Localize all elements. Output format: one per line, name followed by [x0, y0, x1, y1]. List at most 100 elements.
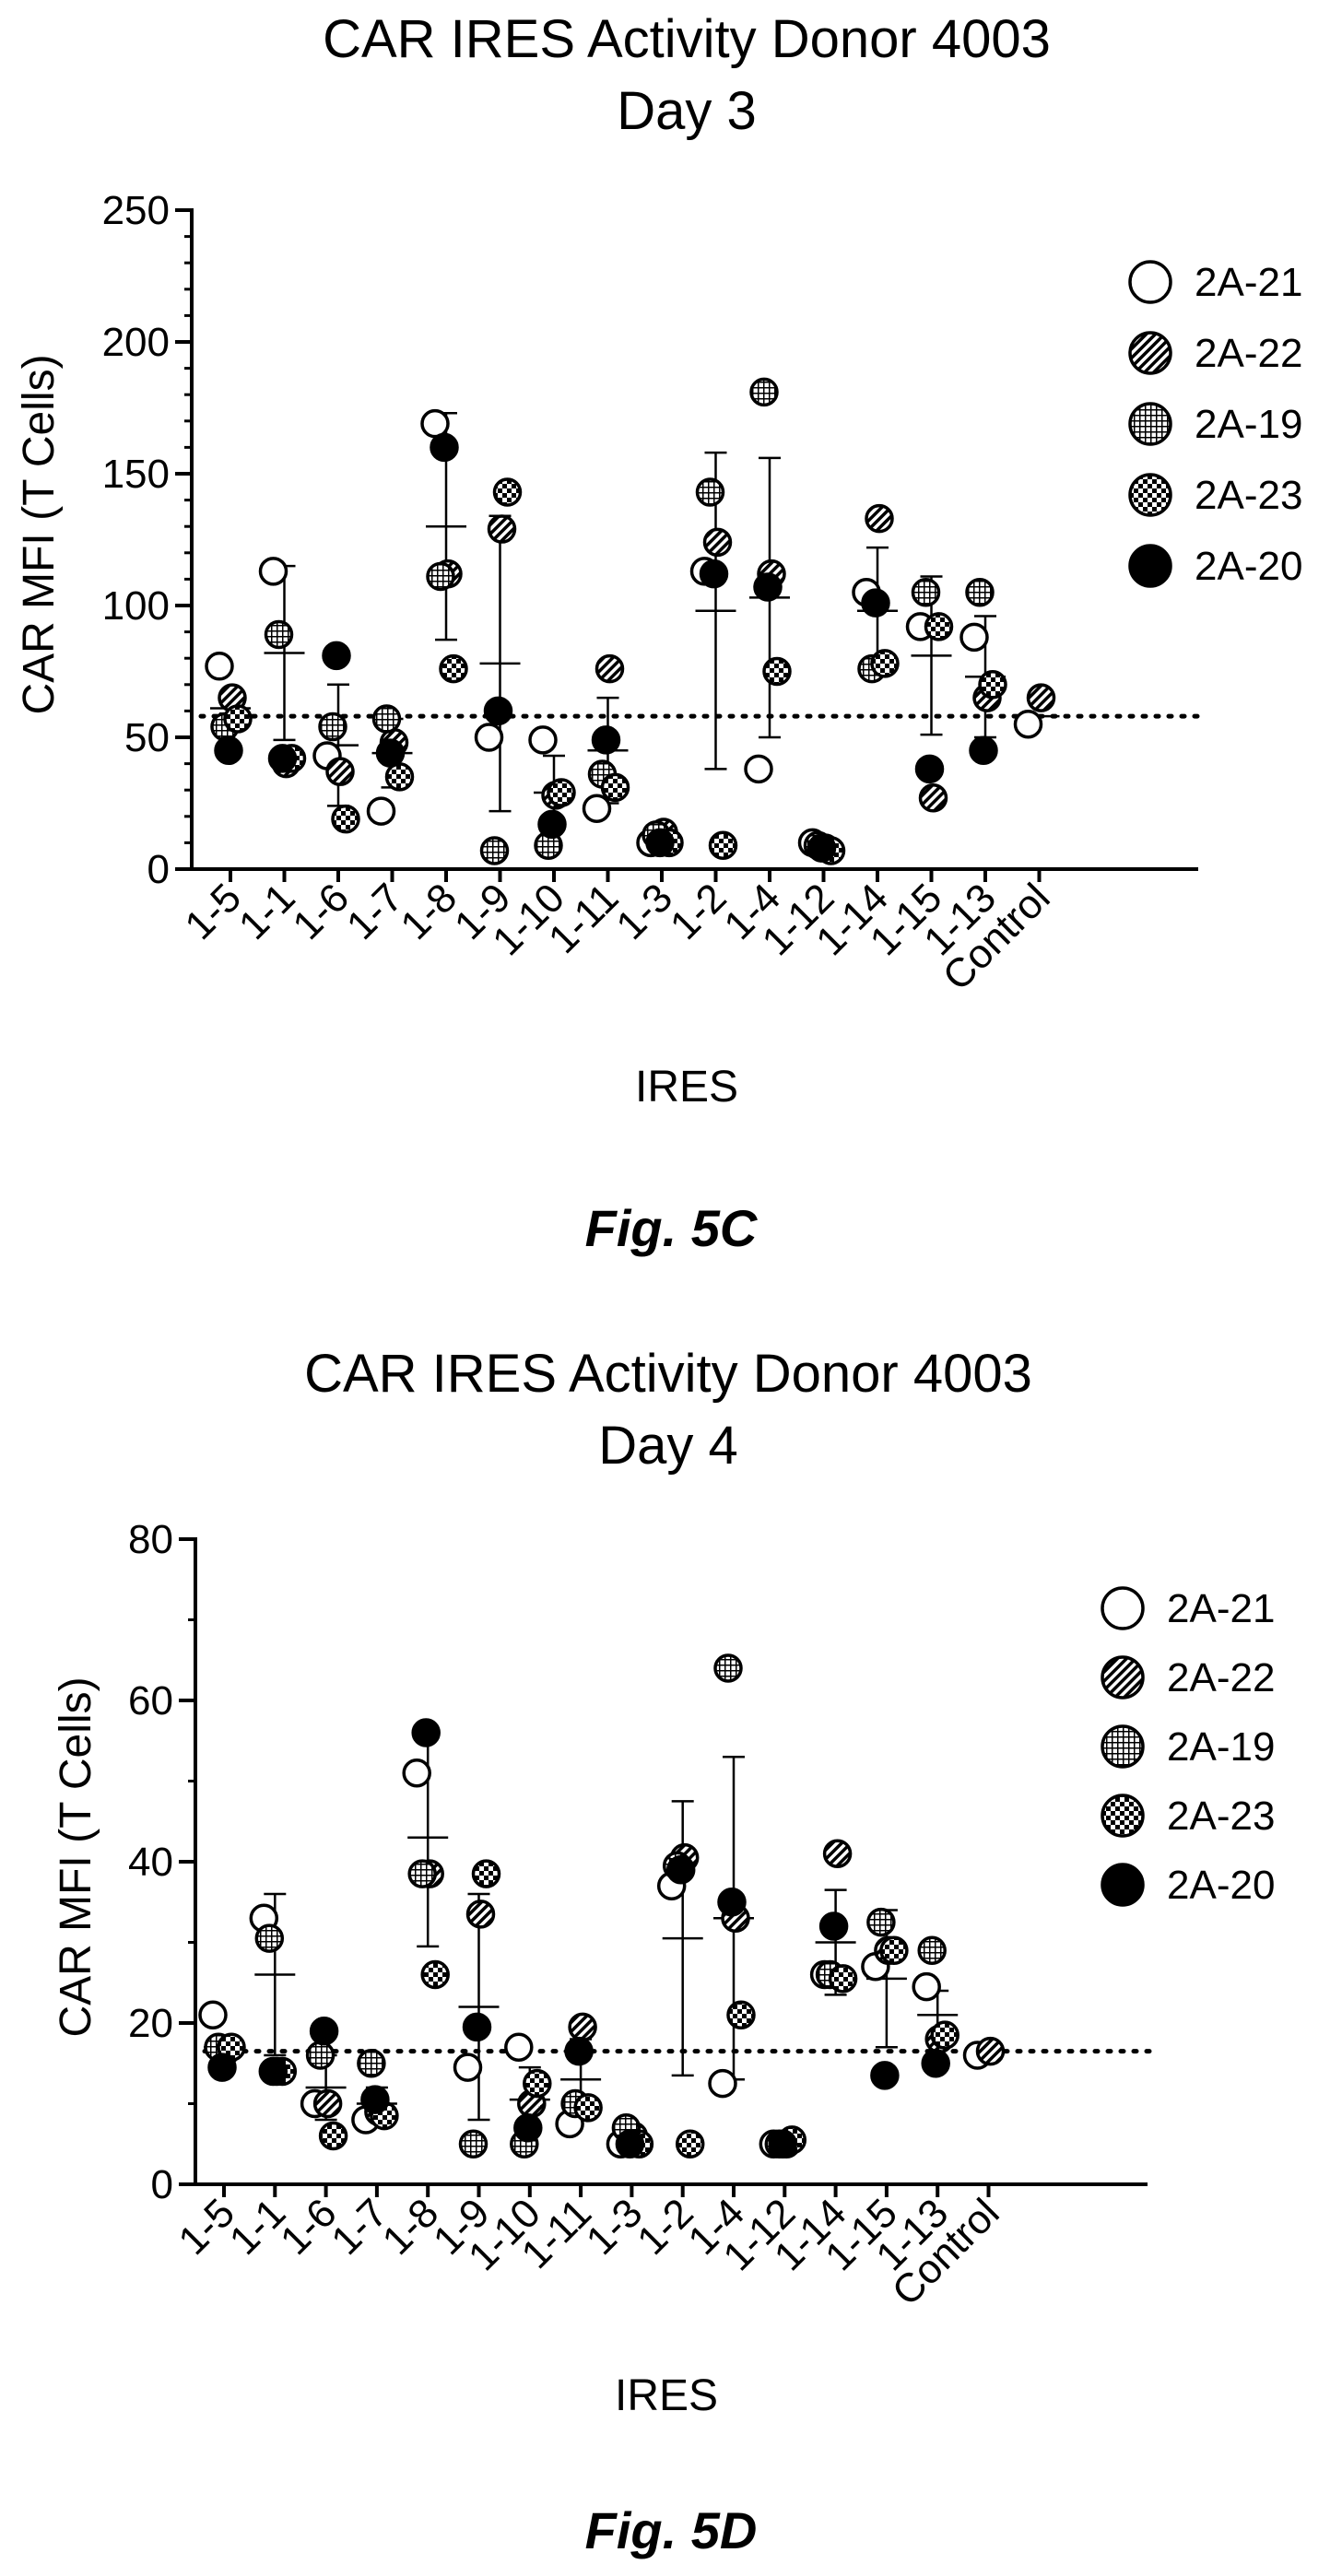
data-point [861, 588, 890, 618]
data-point [513, 2113, 543, 2143]
legend-entry: 2A-21 [1128, 260, 1302, 305]
data-point [223, 704, 253, 734]
legend-marker [1128, 544, 1172, 588]
data-point [675, 2129, 705, 2158]
data-point [965, 577, 995, 607]
data-point [426, 561, 455, 592]
legend-label: 2A-22 [1167, 1655, 1275, 1700]
data-point [479, 836, 510, 865]
data-point [924, 612, 954, 641]
legend-marker [1128, 331, 1172, 375]
y-tick-label: 0 [151, 2162, 173, 2207]
y-tick-label: 50 [124, 715, 170, 760]
legend-marker [1101, 1586, 1145, 1630]
data-point [207, 2053, 237, 2082]
error-bar [458, 1892, 500, 2122]
data-point [420, 1959, 450, 1990]
y-axis-label: CAR MFI (T Cells) [15, 354, 64, 714]
legend-entry: 2A-19 [1128, 402, 1302, 447]
legend-marker [1101, 1724, 1145, 1769]
legend-label: 2A-22 [1195, 331, 1302, 376]
error-bar [662, 1800, 703, 2077]
legend-marker [1128, 260, 1172, 304]
data-point [762, 656, 792, 687]
y-tick-label: 40 [128, 1840, 173, 1885]
data-point [318, 712, 347, 742]
data-point [357, 2049, 386, 2078]
data-point [912, 1971, 941, 2002]
data-point [591, 725, 621, 755]
data-point [465, 1900, 496, 1929]
legend-entry: 2A-22 [1128, 331, 1302, 376]
data-point [492, 477, 523, 507]
data-point [870, 2061, 900, 2090]
y-tick-label: 200 [102, 320, 170, 365]
legend-marker [1101, 1863, 1145, 1907]
data-point [768, 2129, 798, 2158]
legend-entry: 2A-20 [1101, 1863, 1275, 1908]
data-point [360, 2085, 390, 2114]
data-point [930, 2020, 959, 2050]
data-point [615, 2129, 645, 2158]
plot-area [198, 377, 1206, 865]
data-point [504, 2032, 534, 2062]
data-point [870, 649, 900, 678]
legend-label: 2A-21 [1167, 1586, 1275, 1631]
x-axis-label: IRES [615, 2371, 718, 2420]
error-bar [264, 564, 305, 742]
data-point [407, 1859, 437, 1888]
data-point [744, 754, 773, 784]
data-point [702, 527, 733, 558]
data-point [439, 653, 468, 684]
chart-subtitle: Day 3 [617, 81, 757, 141]
data-point [959, 622, 989, 653]
data-point [258, 557, 288, 586]
data-point [822, 1839, 853, 1868]
legend-entry: 2A-22 [1101, 1655, 1275, 1700]
data-point [402, 1759, 431, 1788]
data-point [411, 1718, 441, 1747]
data-point [264, 619, 294, 650]
data-point [564, 2036, 594, 2066]
axes: 0501001502002501-51-11-61-71-81-91-101-1… [102, 188, 1198, 999]
data-point [865, 503, 894, 534]
legend-label: 2A-23 [1167, 1794, 1275, 1839]
data-point [806, 833, 837, 863]
data-point [198, 2000, 228, 2029]
data-point [487, 514, 517, 544]
data-point [818, 1911, 849, 1941]
data-point [918, 783, 948, 813]
data-point [258, 2056, 288, 2087]
data-point [547, 778, 576, 807]
data-point [458, 2129, 489, 2158]
y-tick-label: 20 [128, 2001, 173, 2046]
legend-marker [1128, 473, 1172, 517]
data-point [1026, 683, 1056, 712]
data-point [582, 794, 612, 823]
x-axis-label: IRES [635, 1063, 738, 1112]
data-point [366, 796, 396, 826]
data-point [717, 1888, 747, 1917]
data-point [483, 696, 513, 726]
legend-label: 2A-19 [1195, 402, 1302, 447]
chart-title: CAR IRES Activity Donor 4003 [304, 1344, 1032, 1404]
data-point [645, 828, 675, 858]
data-point [205, 652, 234, 681]
axes: 0204060801-51-11-61-71-81-91-101-111-31-… [128, 1517, 1148, 2314]
chart-day-4: CAR IRES Activity Donor 4003 Day 4 CAR M… [52, 1344, 1275, 2420]
data-point [474, 723, 504, 752]
data-point [214, 735, 243, 766]
data-point [708, 830, 738, 861]
data-point [528, 725, 558, 755]
data-point [699, 559, 729, 589]
error-bar [815, 1888, 856, 1996]
data-point [430, 432, 459, 463]
legend-label: 2A-19 [1167, 1724, 1275, 1770]
data-point [420, 408, 450, 439]
data-point [471, 1859, 501, 1888]
data-point [375, 738, 406, 768]
data-point [312, 2088, 343, 2119]
y-tick-label: 60 [128, 1678, 173, 1723]
data-point [325, 757, 355, 786]
